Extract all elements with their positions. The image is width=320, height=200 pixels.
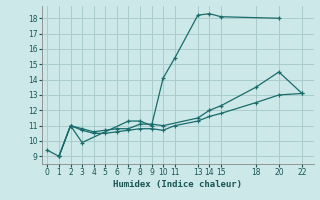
X-axis label: Humidex (Indice chaleur): Humidex (Indice chaleur) — [113, 180, 242, 189]
